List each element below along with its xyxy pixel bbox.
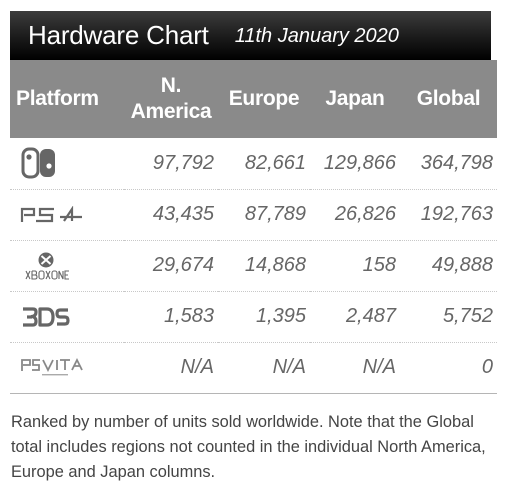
cell-europe: N/A bbox=[218, 342, 310, 394]
cell-japan: N/A bbox=[310, 342, 400, 394]
table-row: 1,583 1,395 2,487 5,752 bbox=[10, 291, 497, 343]
chart-date: 11th January 2020 bbox=[234, 25, 399, 47]
cell-europe: 87,789 bbox=[218, 189, 310, 241]
chart-title: Hardware Chart bbox=[28, 20, 209, 50]
column-header-japan: Japan bbox=[310, 60, 400, 138]
table-row: 29,674 14,868 158 49,888 bbox=[10, 240, 497, 292]
cell-japan: 158 bbox=[310, 240, 400, 292]
table-row: 97,792 82,661 129,866 364,798 bbox=[10, 138, 497, 190]
platform-cell bbox=[10, 291, 124, 343]
table-header-row: Platform N. America Europe Japan Global bbox=[10, 60, 497, 138]
ps-vita-logo-icon bbox=[21, 357, 83, 375]
platform-cell bbox=[10, 189, 124, 241]
cell-global: 0 bbox=[400, 342, 497, 394]
cell-north-america: 29,674 bbox=[124, 240, 218, 292]
column-header-global: Global bbox=[400, 60, 497, 138]
cell-europe: 14,868 bbox=[218, 240, 310, 292]
cell-global: 192,763 bbox=[400, 189, 497, 241]
xbox-one-logo-icon bbox=[25, 252, 69, 280]
cell-global: 49,888 bbox=[400, 240, 497, 292]
cell-north-america: 43,435 bbox=[124, 189, 218, 241]
cell-global: 5,752 bbox=[400, 291, 497, 343]
nintendo-switch-logo-icon bbox=[21, 147, 55, 179]
chart-footnote: Ranked by number of units sold worldwide… bbox=[11, 413, 486, 481]
table-row: 43,435 87,789 26,826 192,763 bbox=[10, 189, 497, 241]
platform-cell bbox=[10, 240, 124, 292]
cell-europe: 82,661 bbox=[218, 138, 310, 190]
cell-japan: 129,866 bbox=[310, 138, 400, 190]
chart-title-bar: Hardware Chart 11th January 2020 bbox=[10, 11, 491, 60]
table-row: N/A N/A N/A 0 bbox=[10, 342, 497, 394]
cell-japan: 26,826 bbox=[310, 189, 400, 241]
platform-cell bbox=[10, 138, 124, 190]
platform-cell bbox=[10, 342, 124, 394]
cell-north-america: 97,792 bbox=[124, 138, 218, 190]
hardware-chart: Hardware Chart 11th January 2020 Platfor… bbox=[10, 11, 497, 394]
cell-japan: 2,487 bbox=[310, 291, 400, 343]
hardware-sales-table: Platform N. America Europe Japan Global bbox=[10, 60, 497, 394]
column-header-platform: Platform bbox=[10, 60, 124, 138]
cell-europe: 1,395 bbox=[218, 291, 310, 343]
column-header-north-america: N. America bbox=[124, 60, 218, 138]
cell-north-america: N/A bbox=[124, 342, 218, 394]
column-header-europe: Europe bbox=[218, 60, 310, 138]
cell-global: 364,798 bbox=[400, 138, 497, 190]
cell-north-america: 1,583 bbox=[124, 291, 218, 343]
ps4-logo-icon bbox=[20, 205, 82, 222]
3ds-logo-icon bbox=[23, 306, 70, 327]
